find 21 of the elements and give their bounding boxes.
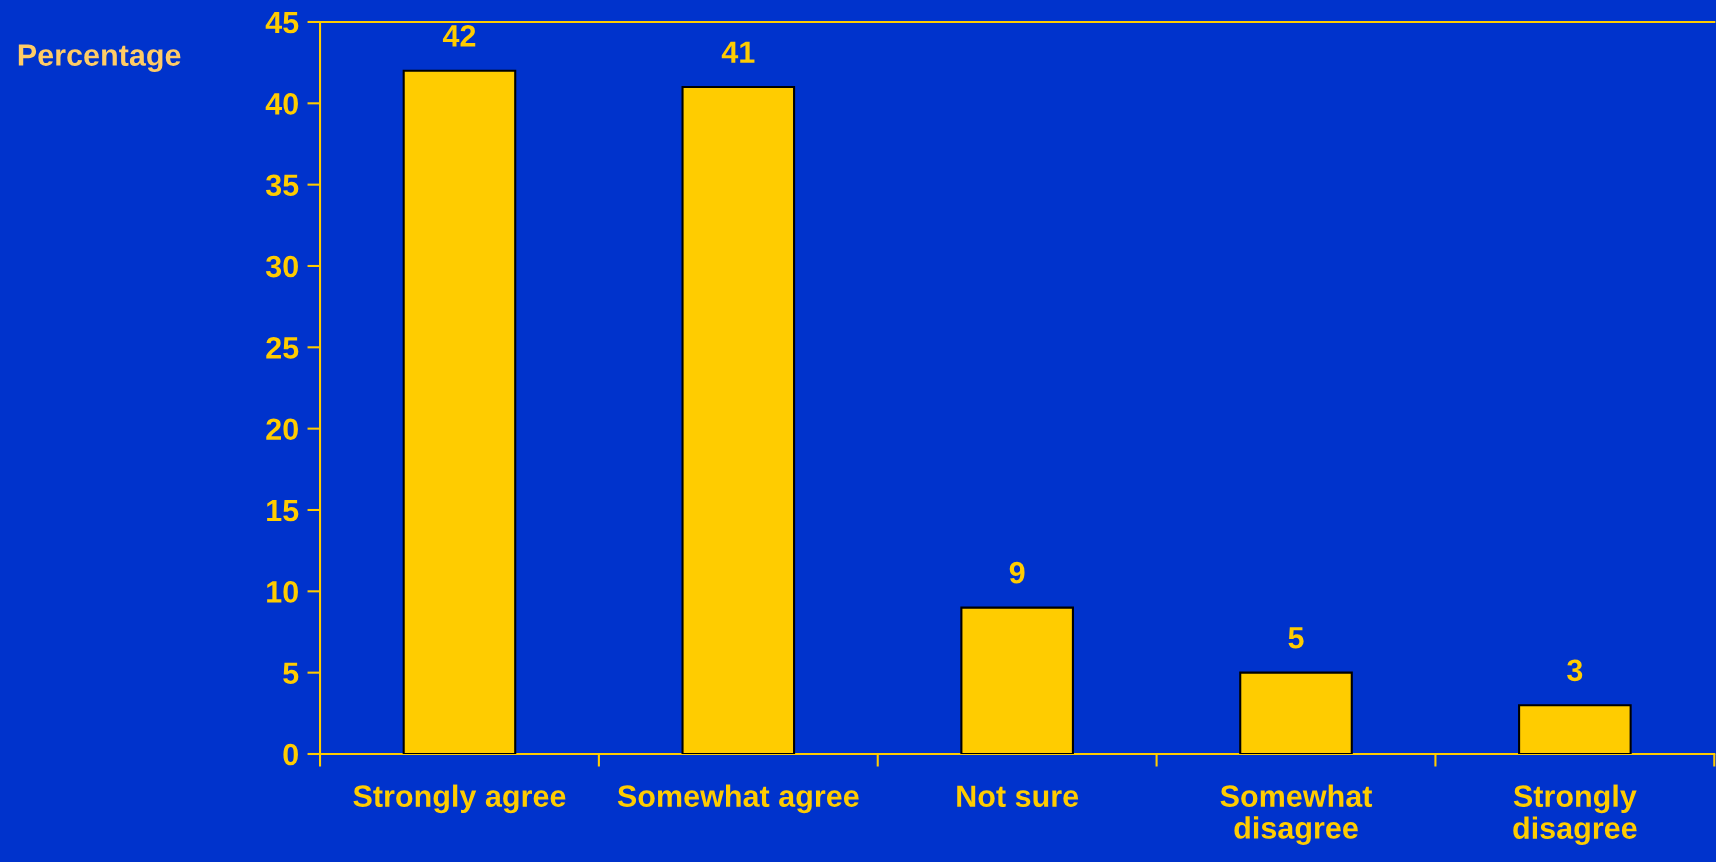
- data-label: 9: [1009, 561, 1025, 584]
- x-tick-label: Somewhat agree: [617, 784, 859, 814]
- y-axis-title: Percentage: [18, 44, 181, 73]
- y-tick-label: 40: [265, 93, 298, 115]
- y-tick-label: 15: [267, 500, 299, 522]
- x-tick-label: Somewhat disagree: [1220, 784, 1373, 845]
- y-tick-label: 25: [266, 337, 299, 359]
- y-tick-label: 45: [265, 12, 299, 34]
- y-tick-label: 30: [265, 255, 298, 278]
- x-tick-label: Strongly agree: [353, 784, 566, 814]
- x-tick-label: Not sure: [957, 785, 1079, 807]
- data-label: 3: [1567, 659, 1583, 682]
- data-label: 5: [1288, 627, 1304, 649]
- y-tick-label: 0: [283, 743, 298, 766]
- data-label: 42: [442, 25, 476, 47]
- y-tick-label: 35: [265, 174, 299, 197]
- data-label: 41: [721, 41, 755, 63]
- x-tick-label: Strongly disagree: [1513, 784, 1637, 846]
- y-tick-label: 10: [267, 581, 298, 603]
- y-tick-label: 20: [266, 418, 298, 441]
- y-tick-label: 5: [283, 662, 299, 685]
